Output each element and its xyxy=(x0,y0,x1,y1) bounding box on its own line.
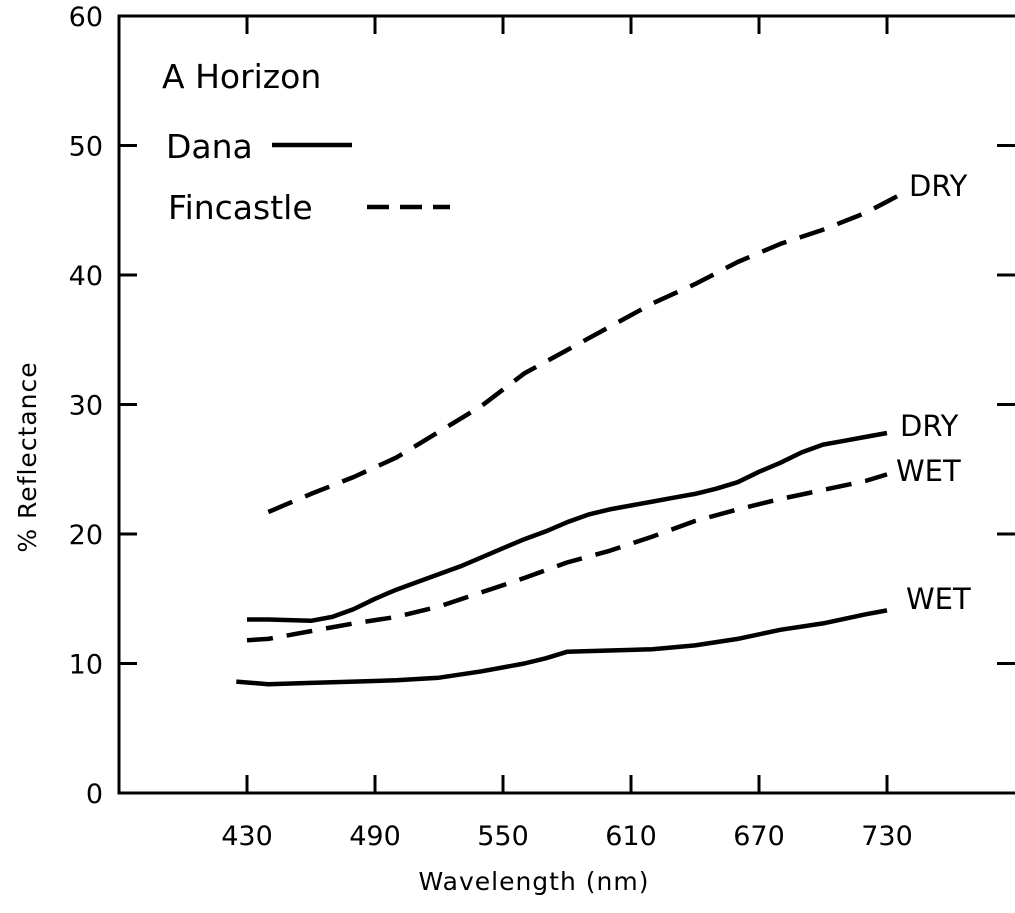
series-line-fincastle-wet xyxy=(246,472,888,643)
y-axis-title: % Reflectance xyxy=(13,361,42,552)
axis-frame xyxy=(117,14,1015,795)
series-line-dana-dry xyxy=(247,430,888,624)
series-line-dana-wet xyxy=(236,608,888,687)
y-tick-label: 60 xyxy=(69,2,103,33)
chart-title: A Horizon xyxy=(162,57,321,96)
legend-label-dana: Dana xyxy=(166,127,253,166)
x-tick-label: 430 xyxy=(221,821,273,852)
x-tick-label: 490 xyxy=(349,821,401,852)
label-dana-dry: DRY xyxy=(900,409,959,443)
legend-label-fincastle: Fincastle xyxy=(168,188,313,227)
y-tick-label: 10 xyxy=(69,650,103,681)
legend: Dana Fincastle xyxy=(166,127,450,227)
y-tick-label: 0 xyxy=(86,779,103,810)
x-tick-label: 670 xyxy=(733,821,785,852)
label-fincastle-dry: DRY xyxy=(909,169,968,203)
label-fincastle-wet: WET xyxy=(896,454,961,488)
y-tick-label: 20 xyxy=(69,520,103,551)
y-tick-label: 40 xyxy=(69,261,103,292)
y-tick-label: 50 xyxy=(69,132,103,163)
x-tick-label: 730 xyxy=(861,821,913,852)
axis-ticks: 0 10 20 30 40 50 60 430 490 550 610 670 730 xyxy=(69,2,1015,852)
y-tick-label: 30 xyxy=(69,391,103,422)
x-tick-label: 550 xyxy=(477,821,529,852)
series-lines xyxy=(236,194,899,687)
plot-frame xyxy=(117,14,1015,795)
label-dana-wet: WET xyxy=(906,582,971,616)
x-axis-title: Wavelength (nm) xyxy=(419,867,650,896)
series-line-fincastle-dry xyxy=(267,194,899,515)
x-tick-label: 610 xyxy=(605,821,657,852)
